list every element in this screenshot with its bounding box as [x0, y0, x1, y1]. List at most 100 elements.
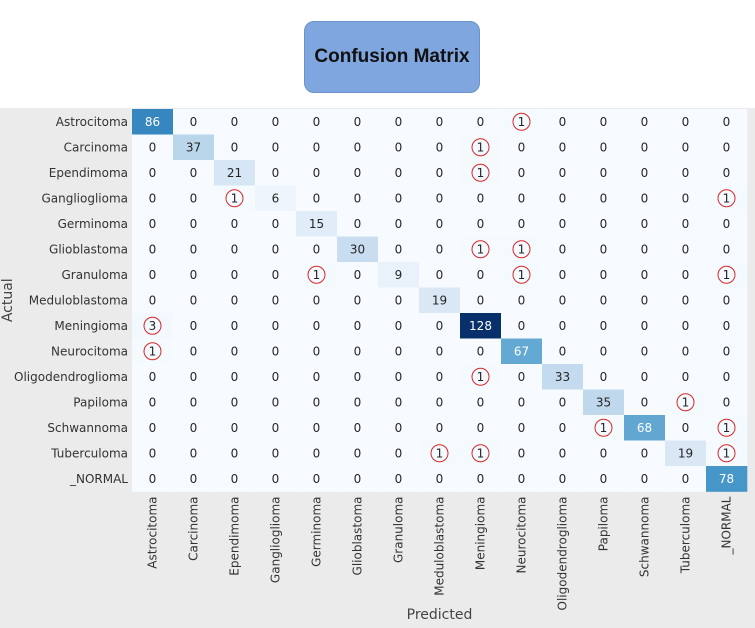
y-tick-label: Oligodendroglioma: [14, 370, 128, 384]
heatmap-cell: [173, 262, 215, 288]
y-tick-label: Ependimoma: [49, 166, 128, 180]
cell-value: 0: [682, 344, 690, 358]
heatmap-cell: [542, 466, 584, 492]
cell-value: 0: [190, 166, 198, 180]
heatmap-cell: [419, 466, 461, 492]
cell-value: 0: [395, 140, 403, 154]
cell-value: 78: [719, 472, 734, 486]
cell-value: 0: [436, 319, 444, 333]
cell-value: 0: [559, 242, 567, 256]
heatmap-cell: [378, 185, 420, 212]
cell-value: 0: [272, 370, 280, 384]
heatmap-cell: [624, 287, 666, 314]
heatmap-cell: [665, 109, 707, 135]
cell-value: 0: [723, 115, 731, 129]
cell-value: 0: [682, 115, 690, 129]
cell-value: 0: [272, 446, 280, 460]
x-tick-label: Ependimoma: [228, 497, 242, 576]
heatmap-cell: [460, 262, 502, 288]
heatmap-cell: [501, 415, 543, 441]
heatmap-cell: [624, 109, 666, 135]
heatmap-cell: [624, 262, 666, 288]
cell-value: 0: [723, 166, 731, 180]
heatmap-cell: [337, 364, 379, 390]
heatmap-cell: [665, 415, 707, 441]
heatmap-cell: [583, 185, 625, 212]
heatmap-cell: [296, 211, 338, 237]
cell-value: 0: [395, 370, 403, 384]
cell-value: 0: [231, 344, 239, 358]
heatmap-cell: [665, 313, 707, 339]
cell-value: 0: [272, 115, 280, 129]
heatmap-cell: [460, 415, 502, 441]
cell-value: 0: [641, 242, 649, 256]
heatmap-cell: [665, 287, 707, 314]
x-tick-label: Astrocitoma: [146, 497, 160, 569]
heatmap-cell: [337, 389, 379, 416]
heatmap-cell: [419, 313, 461, 339]
x-tick-label: Germinoma: [310, 497, 324, 567]
heatmap-cell: [255, 236, 297, 263]
heatmap-cell: [132, 109, 174, 135]
heatmap-cell: [419, 262, 461, 288]
cell-value: 0: [231, 319, 239, 333]
heatmap-cell: [583, 313, 625, 339]
cell-value: 0: [395, 166, 403, 180]
cell-value: 0: [641, 319, 649, 333]
cell-value: 0: [313, 395, 321, 409]
cell-value: 86: [145, 115, 160, 129]
heatmap-cell: [624, 134, 666, 161]
cell-value: 0: [272, 472, 280, 486]
heatmap-cell: [542, 440, 584, 467]
heatmap-cell: [214, 160, 256, 186]
cell-value: 0: [518, 472, 526, 486]
heatmap-cell: [296, 313, 338, 339]
cell-value: 0: [190, 242, 198, 256]
heatmap-cell: [542, 160, 584, 186]
cell-value: 0: [518, 446, 526, 460]
heatmap-cell: [173, 389, 215, 416]
cell-value: 0: [477, 191, 485, 205]
heatmap-cell: [337, 236, 379, 263]
cell-value: 0: [436, 344, 444, 358]
heatmap-cell: [132, 287, 174, 314]
cell-value: 0: [436, 217, 444, 231]
cell-value: 0: [313, 166, 321, 180]
heatmap-cell: [378, 262, 420, 288]
heatmap-cell: [337, 262, 379, 288]
cell-value: 0: [682, 217, 690, 231]
cell-value: 1: [313, 268, 321, 282]
heatmap-cell: [296, 287, 338, 314]
x-tick-label: Meningioma: [474, 497, 488, 571]
heatmap-cell: [337, 109, 379, 135]
cell-value: 0: [600, 344, 608, 358]
heatmap-cell: [583, 236, 625, 263]
cell-value: 0: [395, 395, 403, 409]
y-tick-label: Ganglioglioma: [41, 191, 128, 205]
cell-value: 1: [477, 242, 485, 256]
heatmap-cell: [337, 415, 379, 441]
heatmap-cell: [132, 364, 174, 390]
heatmap-cell: [255, 185, 297, 212]
y-tick-label: Germinoma: [58, 217, 128, 231]
misclassification-circle: [225, 189, 244, 208]
heatmap-cell: [542, 109, 584, 135]
heatmap-cell: [378, 440, 420, 467]
heatmap-cell: [378, 287, 420, 314]
heatmap-cell: [501, 364, 543, 390]
cell-value: 0: [313, 370, 321, 384]
cell-value: 0: [313, 344, 321, 358]
heatmap-cell: [296, 389, 338, 416]
cell-value: 0: [436, 268, 444, 282]
heatmap-cell: [419, 287, 461, 314]
cell-value: 0: [354, 421, 362, 435]
heatmap-cell: [255, 313, 297, 339]
heatmap-cell: [173, 134, 215, 161]
cell-value: 0: [149, 242, 157, 256]
cell-value: 0: [436, 421, 444, 435]
cell-value: 0: [723, 319, 731, 333]
cell-value: 0: [190, 217, 198, 231]
cell-value: 0: [149, 268, 157, 282]
cell-value: 0: [682, 140, 690, 154]
heatmap-cell: [132, 134, 174, 161]
